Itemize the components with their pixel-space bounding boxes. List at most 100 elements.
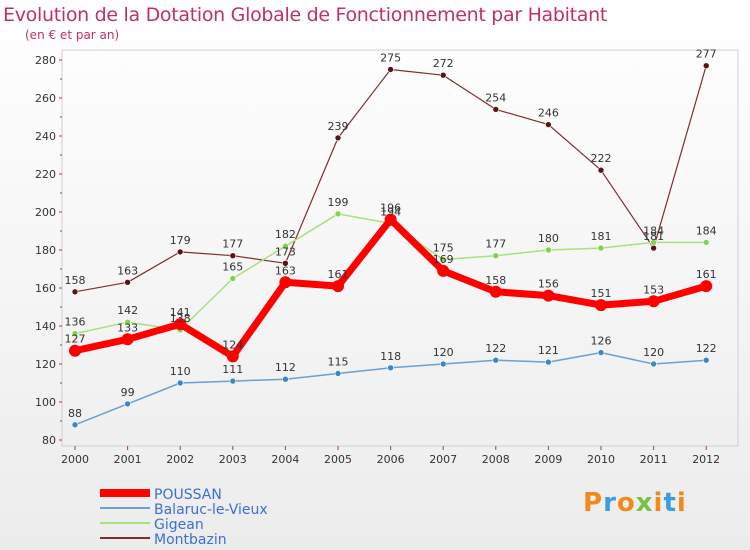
- data-point-balaruc-le-vieux: [650, 360, 657, 368]
- y-tick-label: 240: [35, 130, 56, 143]
- data-point-gigean: [492, 252, 500, 259]
- data-point-montbazin: [334, 134, 342, 142]
- series-line-balaruc-le-vieux: [74, 351, 707, 426]
- y-tick-label: 80: [42, 434, 56, 447]
- data-label-poussan: 161: [328, 268, 349, 281]
- legend-label-poussan: POUSSAN: [154, 487, 222, 503]
- data-label-montbazin: 246: [538, 107, 559, 120]
- data-label-balaruc-le-vieux: 120: [433, 346, 454, 359]
- y-tick-label: 100: [35, 396, 56, 409]
- data-point-poussan: [332, 280, 344, 293]
- data-point-balaruc-le-vieux: [492, 356, 500, 364]
- data-point-balaruc-le-vieux: [124, 400, 131, 408]
- data-point-gigean: [124, 318, 131, 326]
- data-label-poussan: 133: [117, 321, 138, 334]
- data-label-montbazin: 177: [222, 238, 243, 251]
- series-line-montbazin: [74, 65, 707, 293]
- data-point-gigean: [650, 239, 657, 246]
- data-point-montbazin: [650, 244, 657, 252]
- data-point-montbazin: [492, 106, 500, 113]
- data-point-balaruc-le-vieux: [387, 364, 394, 372]
- data-label-gigean: 177: [485, 238, 506, 251]
- data-label-poussan: 196: [380, 202, 401, 215]
- data-label-gigean: 180: [538, 232, 559, 245]
- y-tick-label: 280: [35, 54, 56, 67]
- data-label-gigean: 194: [380, 205, 401, 218]
- x-tick-label: 2004: [271, 453, 299, 466]
- data-point-montbazin: [545, 121, 552, 128]
- data-label-balaruc-le-vieux: 88: [68, 407, 82, 420]
- data-label-gigean: 138: [170, 312, 191, 325]
- data-point-balaruc-le-vieux: [229, 377, 237, 385]
- data-point-poussan: [489, 285, 502, 298]
- legend-label-montbazin: Montbazin: [154, 532, 227, 548]
- data-label-poussan: 169: [433, 253, 454, 266]
- data-label-gigean: 199: [328, 196, 349, 209]
- data-label-balaruc-le-vieux: 122: [485, 342, 506, 355]
- data-label-gigean: 136: [65, 316, 86, 329]
- data-label-montbazin: 179: [170, 234, 191, 247]
- x-tick-label: 2006: [377, 453, 405, 466]
- data-point-gigean: [545, 246, 552, 254]
- data-label-balaruc-le-vieux: 115: [328, 356, 349, 369]
- data-point-montbazin: [282, 259, 289, 267]
- data-label-montbazin: 277: [696, 48, 717, 61]
- data-point-balaruc-le-vieux: [702, 356, 710, 364]
- data-label-poussan: 151: [591, 287, 612, 300]
- data-point-gigean: [282, 242, 289, 250]
- data-point-montbazin: [229, 252, 237, 259]
- x-tick-label: 2002: [166, 453, 194, 466]
- data-label-poussan: 163: [275, 264, 296, 277]
- x-tick-label: 2009: [534, 453, 562, 466]
- data-label-montbazin: 173: [275, 245, 296, 258]
- data-label-poussan: 161: [696, 268, 717, 281]
- data-point-poussan: [647, 295, 660, 308]
- data-point-poussan: [595, 299, 607, 312]
- data-label-balaruc-le-vieux: 118: [380, 350, 401, 363]
- data-point-poussan: [279, 276, 292, 289]
- data-point-balaruc-le-vieux: [176, 379, 184, 387]
- data-point-montbazin: [439, 71, 447, 79]
- data-point-montbazin: [124, 278, 131, 286]
- x-tick-label: 2011: [640, 453, 668, 466]
- data-label-poussan: 127: [65, 333, 86, 346]
- data-point-balaruc-le-vieux: [439, 360, 447, 368]
- data-label-montbazin: 272: [433, 57, 454, 70]
- data-point-poussan: [700, 280, 713, 293]
- data-point-gigean: [702, 239, 710, 246]
- y-tick-label: 160: [35, 282, 56, 295]
- data-label-poussan: 124: [222, 338, 243, 351]
- data-point-montbazin: [597, 166, 605, 174]
- data-point-balaruc-le-vieux: [545, 358, 552, 366]
- legend-label-gigean: Gigean: [154, 517, 204, 533]
- x-tick-label: 2010: [587, 453, 615, 466]
- data-label-gigean: 175: [433, 242, 454, 255]
- chart-title: Evolution de la Dotation Globale de Fonc…: [3, 4, 608, 26]
- data-label-poussan: 153: [643, 283, 664, 296]
- data-label-montbazin: 158: [65, 274, 86, 287]
- x-tick-label: 2007: [429, 453, 457, 466]
- data-point-poussan: [121, 333, 134, 346]
- y-tick-label: 120: [35, 358, 56, 371]
- x-tick-label: 2000: [61, 453, 89, 466]
- data-labels: 158 163 179 177 173 239 275 272 254 246 222 181 277 1…: [65, 48, 717, 420]
- data-label-gigean: 182: [275, 228, 296, 241]
- data-point-gigean: [229, 275, 237, 282]
- data-label-poussan: 141: [170, 306, 191, 319]
- data-point-gigean: [597, 244, 605, 252]
- x-tick-label: 2005: [324, 453, 352, 466]
- data-label-montbazin: 222: [591, 152, 612, 165]
- data-label-gigean: 184: [643, 224, 664, 237]
- data-label-montbazin: 275: [380, 52, 401, 65]
- data-point-poussan: [437, 264, 450, 277]
- data-point-poussan: [384, 213, 397, 226]
- y-tick-label: 220: [35, 168, 56, 181]
- data-point-balaruc-le-vieux: [334, 370, 342, 377]
- data-label-balaruc-le-vieux: 120: [643, 346, 664, 359]
- data-label-balaruc-le-vieux: 111: [222, 363, 243, 376]
- data-point-montbazin: [71, 288, 79, 296]
- data-label-montbazin: 254: [485, 91, 506, 104]
